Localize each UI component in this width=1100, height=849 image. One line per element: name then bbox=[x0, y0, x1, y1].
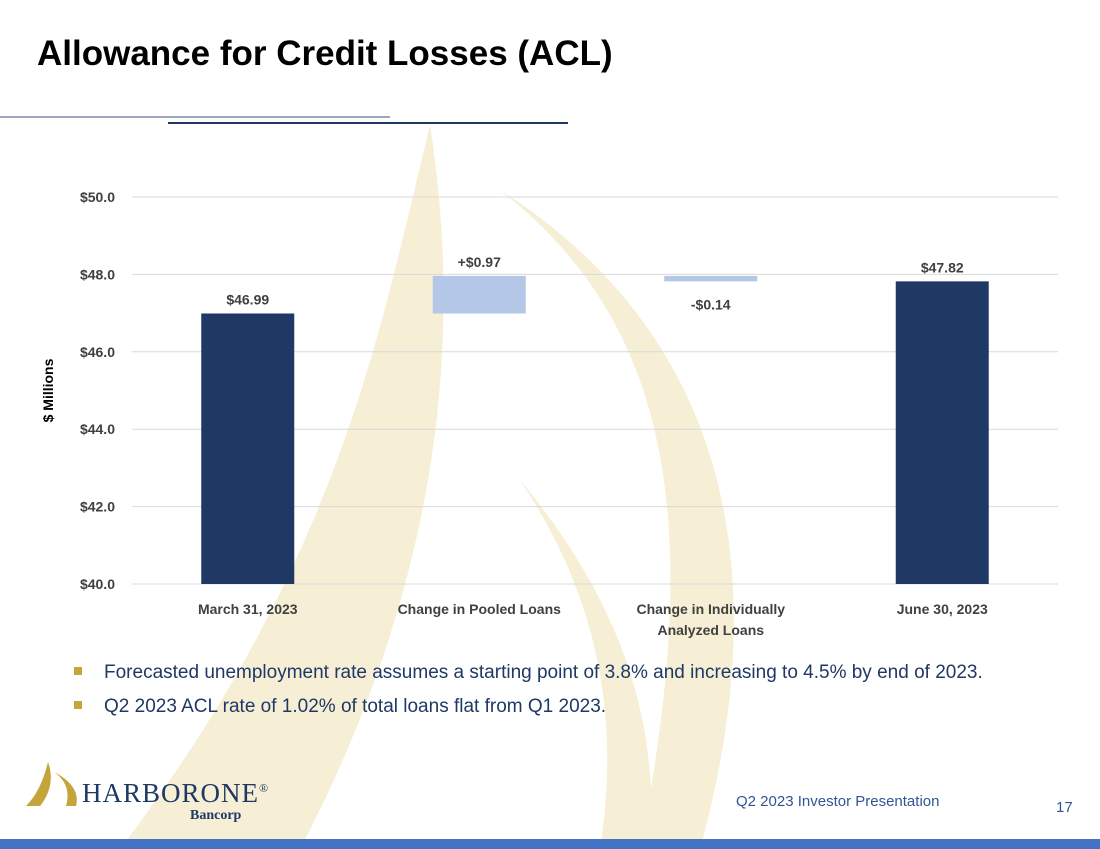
data-label: $47.82 bbox=[921, 259, 964, 275]
y-tick-label: $40.0 bbox=[80, 576, 115, 592]
bullet-list: Forecasted unemployment rate assumes a s… bbox=[74, 660, 1034, 728]
logo-name: HARBORONE® bbox=[82, 778, 270, 808]
x-tick-label: March 31, 2023 bbox=[198, 601, 298, 617]
footer-text: Q2 2023 Investor Presentation bbox=[736, 793, 940, 810]
x-tick-label: Analyzed Loans bbox=[657, 622, 764, 638]
bullet-square-icon bbox=[74, 667, 82, 675]
y-axis-label: $ Millions bbox=[40, 358, 56, 422]
bar-decrease bbox=[664, 275, 758, 282]
bottom-accent-bar bbox=[0, 839, 1100, 849]
waterfall-chart: $40.0 $42.0 $44.0 $46.0 $48.0 $50.0 $ Millions… bbox=[40, 189, 1058, 638]
logo-subtitle: Bancorp bbox=[190, 808, 242, 823]
data-label: $46.99 bbox=[226, 291, 269, 307]
page-number: 17 bbox=[1056, 799, 1073, 816]
y-tick-label: $46.0 bbox=[80, 344, 115, 360]
bullet-square-icon bbox=[74, 701, 82, 709]
title-underline-dark bbox=[168, 122, 568, 124]
bar-total bbox=[201, 313, 295, 584]
y-tick-label: $44.0 bbox=[80, 421, 115, 437]
company-logo: HARBORONE® Bancorp bbox=[26, 760, 286, 830]
bar-total bbox=[895, 281, 989, 584]
x-tick-label: Change in Individually bbox=[636, 601, 785, 617]
x-tick-label: Change in Pooled Loans bbox=[398, 601, 562, 617]
sail-logo-icon bbox=[26, 762, 77, 806]
bar-increase bbox=[432, 275, 526, 314]
title-underline-light bbox=[0, 116, 390, 118]
y-tick-label: $42.0 bbox=[80, 499, 115, 515]
y-tick-label: $48.0 bbox=[80, 266, 115, 282]
bullet-item: Q2 2023 ACL rate of 1.02% of total loans… bbox=[74, 694, 1034, 720]
data-label: +$0.97 bbox=[458, 254, 501, 270]
page-title: Allowance for Credit Losses (ACL) bbox=[37, 34, 613, 73]
x-tick-label: June 30, 2023 bbox=[897, 601, 988, 617]
y-tick-label: $50.0 bbox=[80, 189, 115, 205]
data-label: -$0.14 bbox=[691, 296, 731, 312]
bullet-item: Forecasted unemployment rate assumes a s… bbox=[74, 660, 1034, 686]
